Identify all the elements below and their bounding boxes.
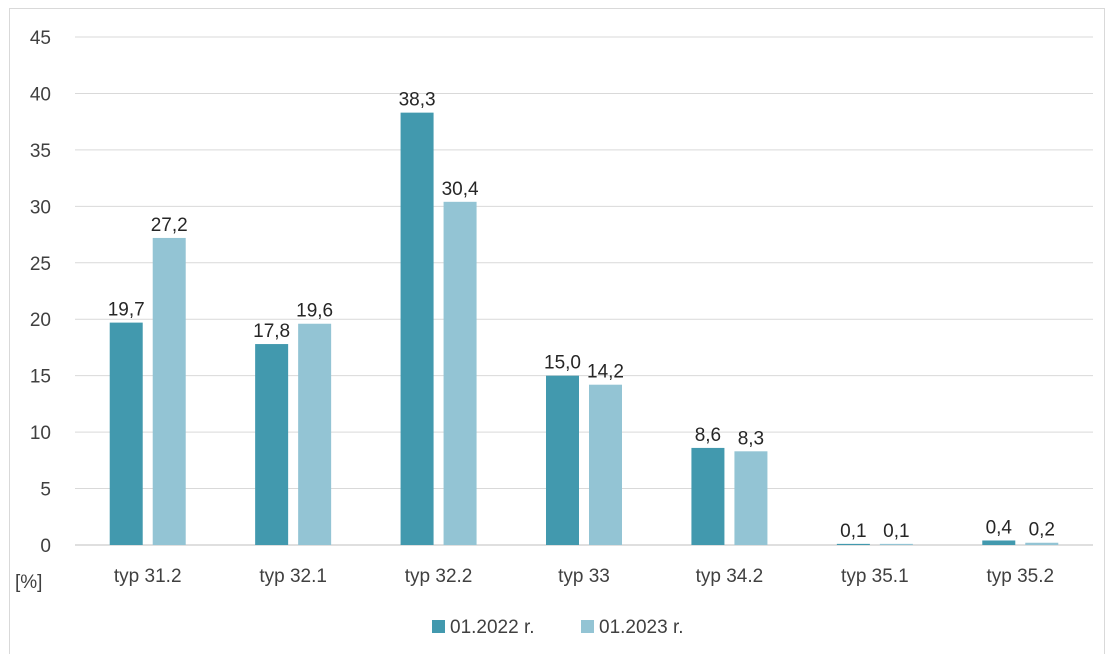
data-label: 19,7	[108, 300, 145, 321]
legend-label-2023: 01.2023 r.	[599, 617, 684, 638]
data-label: 27,2	[151, 215, 188, 236]
category-label: typ 35.2	[986, 566, 1054, 587]
bar-2023	[589, 384, 622, 545]
data-label: 0,4	[986, 517, 1013, 538]
data-label: 0,2	[1029, 520, 1055, 541]
y-tick-label: 35	[30, 141, 51, 162]
bar-2022	[836, 543, 870, 545]
category-label: typ 33	[558, 566, 610, 587]
y-tick-label: 5	[40, 480, 51, 501]
bar-2023	[152, 237, 186, 546]
y-tick-label: 10	[30, 423, 51, 444]
unit-label: [%]	[15, 572, 42, 593]
y-axis-ticks: 0 5 10 15 20 25 30 35 40 45	[30, 28, 51, 557]
bar-2023	[443, 201, 477, 545]
bar-2022	[691, 447, 725, 545]
chart-frame	[9, 8, 1105, 654]
y-tick-label: 25	[30, 254, 51, 275]
legend-swatch-2022	[432, 620, 445, 633]
bars	[109, 112, 1059, 546]
bar-2023	[734, 451, 768, 545]
y-tick-label: 20	[30, 310, 51, 331]
bar-2022	[982, 540, 1016, 545]
legend: 01.2022 r. 01.2023 r.	[432, 617, 684, 638]
data-label: 8,6	[695, 425, 721, 446]
data-label: 15,0	[544, 353, 581, 374]
category-label: typ 34.2	[696, 566, 764, 587]
category-label: typ 35.1	[841, 566, 909, 587]
y-tick-label: 15	[30, 367, 51, 388]
bar-2023	[1025, 542, 1059, 545]
bar-2022	[400, 112, 434, 545]
category-label: typ 32.2	[405, 566, 473, 587]
data-label: 38,3	[399, 90, 436, 111]
y-tick-label: 30	[30, 197, 51, 218]
bar-2022	[255, 344, 289, 545]
category-label: typ 31.2	[114, 566, 182, 587]
data-label: 0,1	[883, 521, 909, 542]
x-axis-categories: typ 31.2 typ 32.1 typ 32.2 typ 33 typ 34.2 ty…	[114, 566, 1054, 587]
data-label: 17,8	[253, 321, 290, 342]
data-label: 8,3	[738, 428, 764, 449]
data-label: 0,1	[840, 521, 866, 542]
data-labels: 19,7 17,8 38,3 15,0 8,6 0,1 0,4 27,2 19,6 30,4 14,…	[108, 90, 1055, 542]
y-tick-label: 45	[30, 28, 51, 49]
y-tick-label: 40	[30, 84, 51, 105]
category-label: typ 32.1	[259, 566, 327, 587]
bar-2022	[546, 375, 579, 545]
gridlines	[75, 36, 1093, 546]
bar-2023	[298, 323, 332, 545]
bar-2022	[109, 322, 143, 545]
legend-swatch-2023	[581, 620, 594, 633]
data-label: 14,2	[587, 362, 624, 383]
bar-2023	[879, 543, 913, 545]
data-label: 30,4	[442, 179, 479, 200]
data-label: 19,6	[296, 301, 333, 322]
y-tick-label: 0	[40, 536, 51, 557]
legend-label-2022: 01.2022 r.	[450, 617, 535, 638]
